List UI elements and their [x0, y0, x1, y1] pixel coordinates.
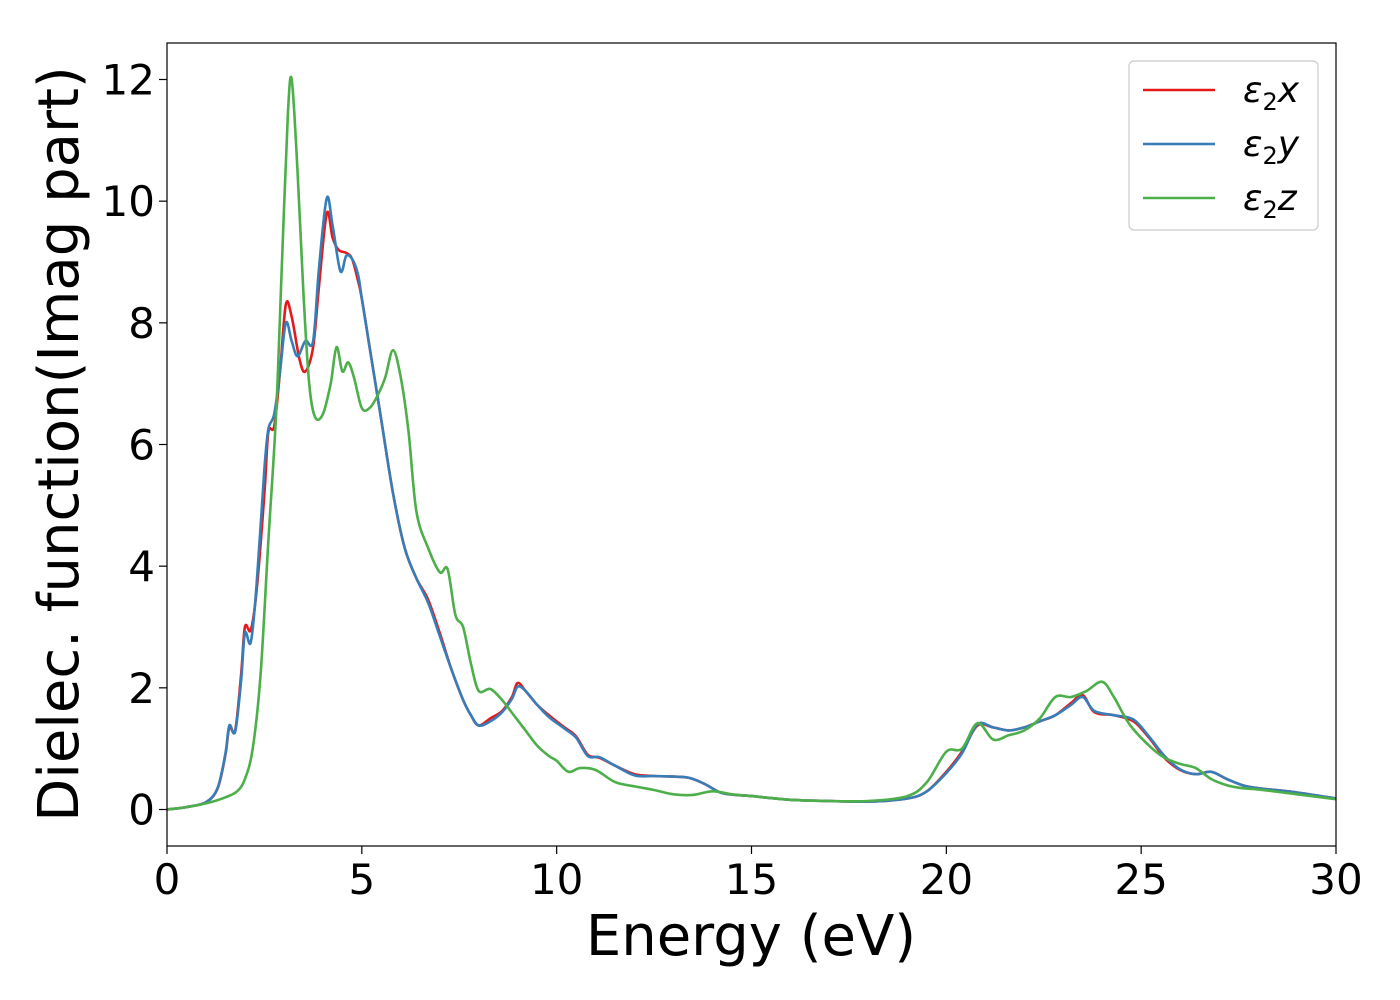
legend-label-component: x [1277, 70, 1300, 111]
x-tick-label: 20 [920, 855, 973, 904]
legend-label: ε2x [1243, 70, 1300, 116]
y-tick-label: 8 [128, 299, 155, 348]
y-tick-label: 6 [128, 421, 155, 470]
legend-label-base: ε [1243, 70, 1262, 111]
x-tick-label: 5 [348, 855, 375, 904]
series-line-x [166, 210, 1337, 811]
legend-label-component: z [1277, 178, 1298, 219]
legend-label-base: ε [1243, 124, 1262, 165]
y-axis-ticks: 0 2 4 6 8 10 12 [102, 56, 167, 835]
x-axis-label: Energy (eV) [586, 904, 916, 969]
x-axis-ticks: 0 5 10 15 20 25 30 [154, 846, 1363, 904]
legend-label: ε2y [1243, 124, 1300, 170]
y-tick-label: 4 [128, 542, 155, 591]
legend-label-base: ε [1243, 178, 1262, 219]
legend-label-component: y [1277, 124, 1300, 165]
y-tick-label: 0 [128, 786, 155, 835]
y-axis-label: Dielec. function(Imag part) [27, 66, 92, 822]
y-tick-label: 12 [102, 56, 155, 105]
legend-box [1128, 60, 1319, 231]
x-tick-label: 10 [530, 855, 583, 904]
x-tick-label: 30 [1309, 855, 1362, 904]
x-tick-label: 15 [725, 855, 778, 904]
series-line-z [166, 75, 1337, 811]
y-tick-label: 10 [102, 177, 155, 226]
y-tick-label: 2 [128, 664, 155, 713]
legend-label-subscript: 2 [1262, 142, 1277, 170]
series-layer [166, 75, 1337, 811]
legend-label: ε2z [1243, 178, 1298, 224]
legend-label-subscript: 2 [1262, 88, 1277, 116]
x-tick-label: 0 [154, 855, 181, 904]
legend-label-subscript: 2 [1262, 196, 1277, 224]
x-tick-label: 25 [1114, 855, 1167, 904]
series-line-y [166, 195, 1337, 811]
